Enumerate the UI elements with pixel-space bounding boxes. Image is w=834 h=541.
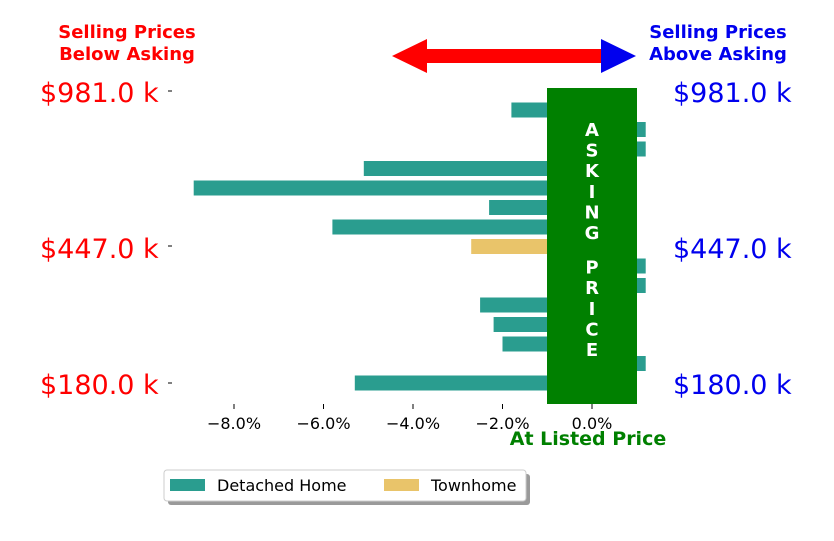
arrow-head-left (392, 39, 427, 73)
detached-bar (363, 161, 592, 176)
x-tick-label: −4.0% (386, 414, 440, 433)
asking-letter: S (586, 141, 599, 162)
detached-bar (354, 375, 592, 391)
asking-letter: K (585, 161, 600, 182)
above-asking-heading-line1: Selling Prices (649, 22, 786, 43)
asking-price-band (547, 88, 637, 404)
x-tick-label: −6.0% (296, 414, 350, 433)
asking-letter: I (589, 299, 596, 320)
above-asking-heading-line2: Above Asking (649, 44, 787, 65)
below-asking-heading-line2: Below Asking (59, 44, 195, 65)
legend: Detached Home Townhome (163, 469, 530, 505)
price-label-left-mid: $447.0 k (40, 234, 159, 265)
asking-letter: R (585, 278, 599, 299)
arrow-head-right (601, 39, 636, 73)
price-label-right-top: $981.0 k (673, 78, 792, 109)
asking-letter: P (585, 258, 598, 279)
detached-bar (193, 180, 592, 196)
price-label-right-bottom: $180.0 k (673, 370, 792, 401)
asking-letter: C (585, 319, 598, 340)
asking-letter: N (584, 202, 599, 223)
below-asking-heading-line1: Selling Prices (58, 22, 195, 43)
x-tick-label: 0.0% (572, 414, 613, 433)
asking-letter: A (585, 120, 599, 141)
asking-letter: G (585, 223, 600, 244)
x-axis: −8.0% −6.0% −4.0% −2.0% 0.0% (207, 404, 612, 433)
asking-letter: E (586, 340, 598, 361)
legend-box (163, 469, 527, 502)
arrow-shaft-left (425, 49, 515, 63)
x-tick-label: −2.0% (475, 414, 529, 433)
detached-bar (332, 219, 592, 235)
arrow-shaft-right (515, 49, 603, 63)
legend-swatch-detached (170, 479, 205, 491)
double-arrow-icon (392, 39, 636, 73)
price-label-left-top: $981.0 k (40, 78, 159, 109)
legend-label-townhome: Townhome (430, 476, 516, 495)
x-axis-label: At Listed Price (510, 428, 666, 450)
x-tick-label: −8.0% (207, 414, 261, 433)
asking-letter: I (589, 182, 596, 203)
price-label-right-mid: $447.0 k (673, 234, 792, 265)
price-label-left-bottom: $180.0 k (40, 370, 159, 401)
legend-swatch-townhome (384, 479, 419, 491)
legend-label-detached: Detached Home (217, 476, 347, 495)
